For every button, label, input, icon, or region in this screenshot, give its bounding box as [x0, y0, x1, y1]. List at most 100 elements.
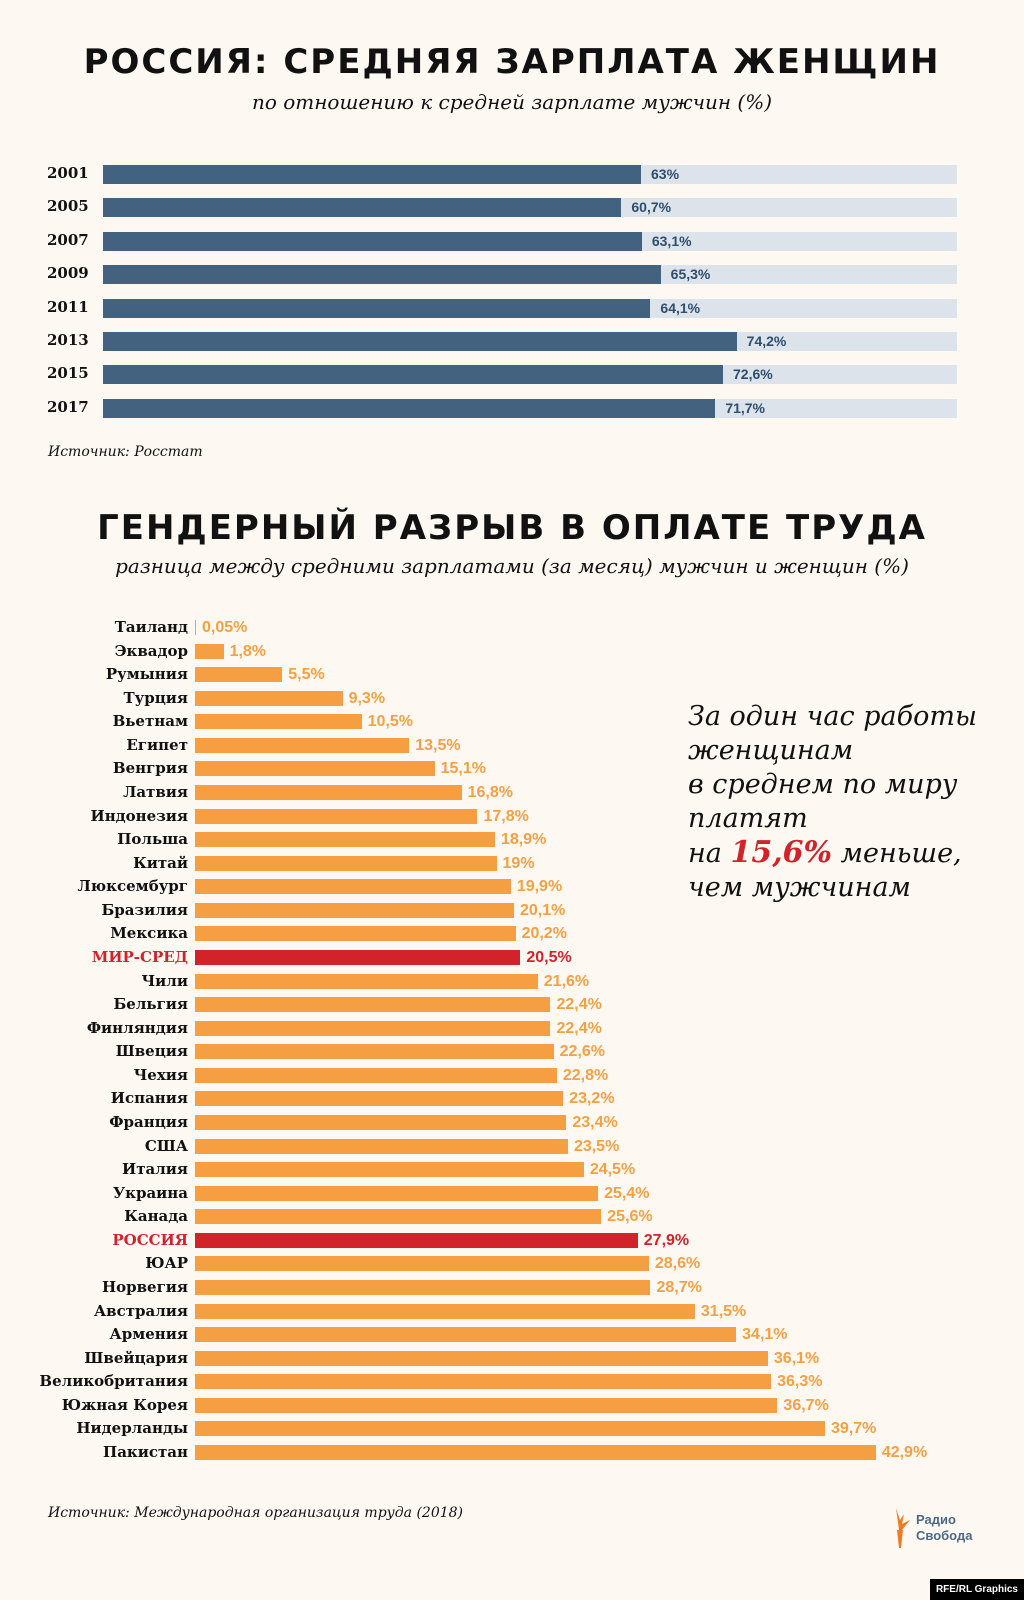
value-label: 16,8%: [467, 783, 513, 801]
callout-line: чем мужчинам: [688, 872, 911, 903]
bar: [195, 1209, 602, 1225]
country-label: США: [144, 1136, 188, 1155]
bar: [103, 165, 642, 184]
bar: [195, 1067, 557, 1083]
value-label: 36,7%: [783, 1396, 829, 1414]
bar: [195, 737, 410, 753]
year-label: 2013: [47, 331, 89, 349]
logo-line: Свобода: [916, 1528, 973, 1543]
value-label: 71,7%: [725, 399, 766, 416]
value-label: 20,5%: [526, 948, 572, 966]
country-label: Нидерланды: [76, 1419, 188, 1438]
country-label: Южная Корея: [61, 1395, 188, 1414]
country-label: МИР-СРЕД: [91, 947, 188, 966]
country-label: Таиланд: [114, 618, 188, 636]
bar: [103, 198, 622, 218]
callout-line: на 15,6% меньше,: [688, 836, 1008, 871]
value-label: 28,6%: [654, 1255, 701, 1273]
bar: [195, 1303, 695, 1319]
country-label: Румыния: [105, 665, 188, 684]
country-label: Бразилия: [101, 900, 188, 919]
bar: [195, 714, 362, 730]
value-label: 23,2%: [569, 1090, 615, 1108]
value-label: 19%: [502, 854, 535, 872]
bar: [195, 832, 495, 848]
bar: [195, 761, 435, 777]
bar: [195, 667, 283, 683]
value-label: 36,1%: [773, 1349, 820, 1367]
country-label: Испания: [110, 1089, 188, 1108]
bar: [195, 1020, 551, 1036]
value-label: 64,1%: [660, 299, 701, 316]
bar: [195, 1444, 876, 1460]
bar: [195, 1256, 649, 1272]
bar: [195, 1091, 564, 1107]
bar: [195, 997, 551, 1013]
bar: [103, 332, 737, 351]
value-label: 17,8%: [483, 807, 529, 825]
year-label: 2017: [47, 397, 89, 416]
callout-suffix: меньше,: [840, 838, 962, 869]
bar: [195, 808, 478, 824]
country-label: Норвегия: [101, 1277, 188, 1296]
bar: [195, 1421, 826, 1437]
country-label: Канада: [124, 1207, 188, 1226]
value-label: 23,4%: [572, 1113, 618, 1131]
bar: [195, 620, 196, 635]
year-label: 2009: [47, 264, 89, 283]
value-label: 28,7%: [656, 1278, 702, 1296]
country-label: Великобритания: [39, 1372, 188, 1391]
country-label: Индонезия: [90, 806, 188, 825]
chart1-source: Источник: Росстат: [48, 444, 203, 460]
value-label: 13,5%: [415, 736, 461, 754]
year-label: 2005: [47, 197, 89, 216]
value-label: 34,1%: [742, 1326, 788, 1344]
country-label: Финляндия: [86, 1018, 188, 1037]
year-label: 2007: [47, 230, 89, 249]
bar: [195, 926, 516, 942]
value-label: 18,9%: [500, 831, 547, 849]
bar: [195, 1232, 638, 1248]
country-label: Турция: [123, 688, 188, 707]
value-label: 63,1%: [651, 232, 692, 249]
country-label: ЮАР: [145, 1254, 188, 1273]
country-label: Чехия: [133, 1065, 188, 1084]
country-label: Люксембург: [77, 877, 188, 896]
credit: RFE/RL Graphics: [929, 1579, 1024, 1600]
bar: [195, 902, 514, 918]
callout-line: женщинам: [688, 735, 854, 766]
country-label: Эквадор: [114, 641, 188, 660]
bar: [103, 365, 723, 385]
country-label: Бельгия: [113, 995, 188, 1014]
year-label: 2011: [47, 297, 89, 316]
value-label: 1,8%: [229, 642, 267, 660]
value-label: 9,3%: [348, 689, 386, 707]
chart2-source: Источник: Международная организация труд…: [48, 1505, 463, 1521]
value-label: 24,5%: [589, 1161, 636, 1179]
value-label: 22,8%: [562, 1066, 609, 1084]
bar: [195, 1374, 772, 1390]
value-label: 19,9%: [516, 878, 563, 896]
country-label: Швейцария: [84, 1348, 188, 1367]
bar: [195, 690, 343, 706]
country-label: Египет: [126, 735, 188, 754]
bar: [103, 231, 642, 251]
radio-svoboda-logo: Радио Свобода: [890, 1508, 972, 1548]
value-label: 63%: [651, 166, 680, 182]
country-label: Польша: [117, 830, 188, 849]
chart2-title: ГЕНДЕРНЫЙ РАЗРЫВ В ОПЛАТЕ ТРУДА: [97, 508, 927, 548]
bar: [195, 973, 538, 989]
country-label: Венгрия: [112, 759, 188, 778]
callout-highlight: 15,6%: [730, 835, 833, 870]
value-label: 20,2%: [521, 925, 567, 943]
value-label: 21,6%: [543, 972, 590, 990]
bar: [195, 1327, 737, 1343]
logo-text: Радио Свобода: [916, 1512, 972, 1544]
value-label: 25,6%: [607, 1208, 653, 1226]
logo-line: Радио: [916, 1512, 956, 1527]
callout-prefix: на: [688, 838, 722, 869]
country-label: Мексика: [110, 924, 188, 943]
bar: [195, 879, 511, 895]
value-label: 25,4%: [604, 1184, 650, 1202]
country-label: Вьетнам: [112, 712, 188, 731]
